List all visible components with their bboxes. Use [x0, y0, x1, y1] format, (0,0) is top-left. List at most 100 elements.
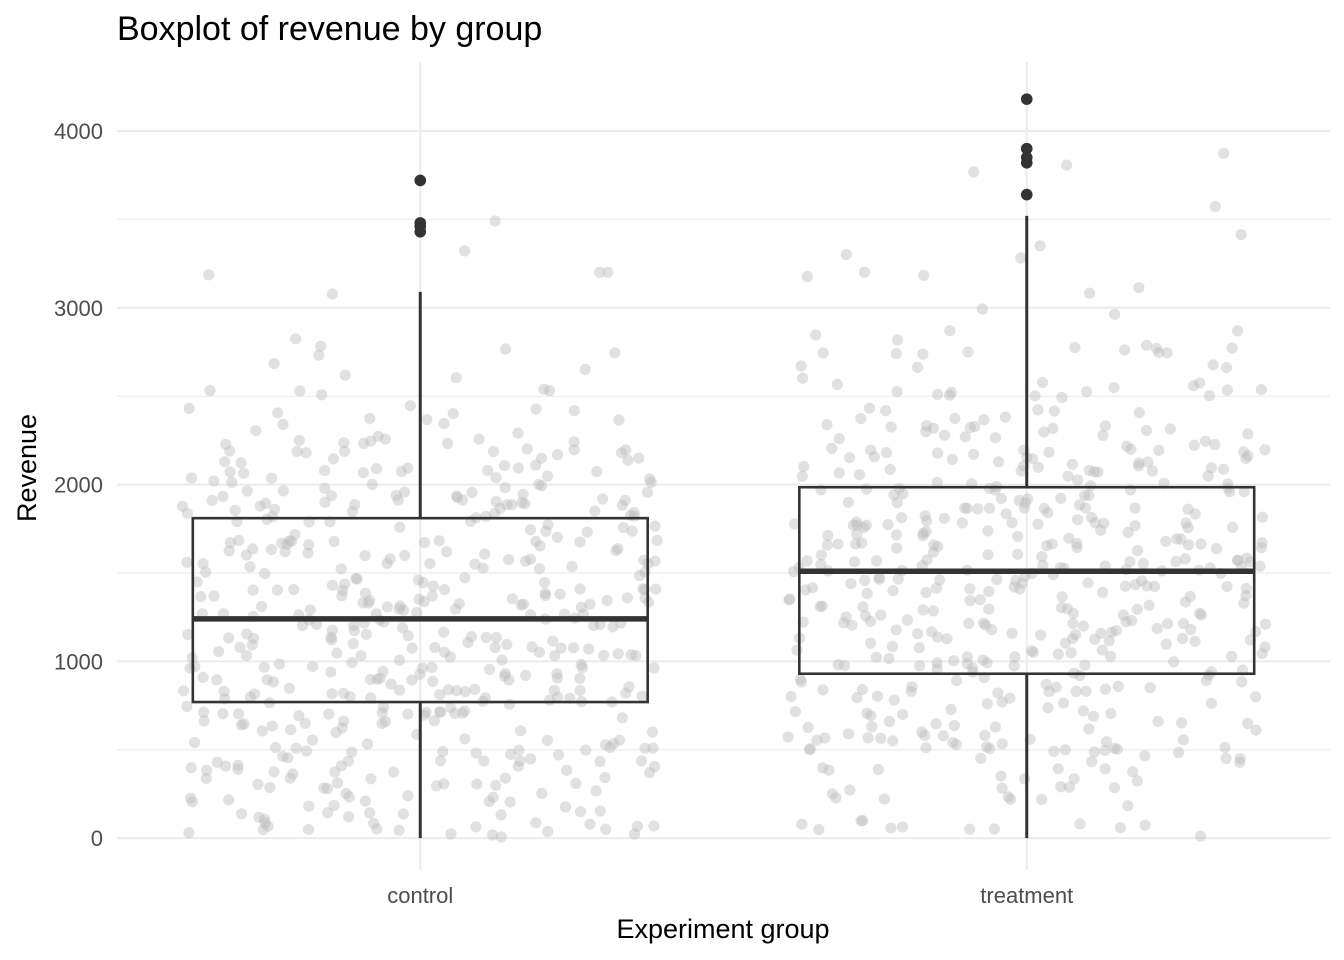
jitter-point: [459, 572, 471, 584]
jitter-point: [418, 595, 430, 608]
jitter-point: [928, 539, 940, 551]
jitter-point: [439, 646, 451, 658]
jitter-point: [801, 270, 814, 283]
jitter-point: [285, 724, 297, 736]
jitter-point: [1034, 240, 1046, 252]
jitter-point: [447, 408, 459, 420]
jitter-point: [851, 528, 863, 540]
jitter-point: [359, 587, 372, 599]
jitter-point: [445, 828, 457, 840]
jitter-point: [919, 730, 931, 742]
jitter-point: [567, 642, 580, 654]
jitter-point: [548, 684, 560, 697]
jitter-point: [988, 823, 1001, 835]
jitter-point: [197, 671, 209, 683]
jitter-point: [514, 755, 526, 767]
jitter-point: [1048, 405, 1060, 417]
jitter-point: [524, 524, 537, 536]
jitter-point: [1063, 532, 1075, 544]
jitter-point: [1083, 464, 1095, 476]
jitter-point: [429, 642, 441, 654]
jitter-point: [1124, 556, 1136, 568]
jitter-point: [299, 717, 311, 730]
jitter-point: [499, 482, 511, 494]
jitter-point: [1176, 717, 1188, 729]
jitter-point: [538, 383, 550, 395]
jitter-point: [404, 400, 416, 412]
jitter-point: [428, 715, 440, 727]
jitter-point: [1052, 648, 1064, 660]
jitter-point: [313, 349, 325, 361]
jitter-point: [920, 586, 932, 599]
y-tick-label: 4000: [54, 119, 103, 144]
jitter-point: [365, 773, 377, 785]
jitter-point: [1122, 526, 1134, 539]
jitter-point: [344, 691, 356, 703]
jitter-point: [986, 624, 998, 636]
jitter-point: [536, 787, 548, 800]
y-tick-label: 2000: [54, 473, 103, 498]
jitter-point: [376, 717, 388, 730]
jitter-point: [294, 385, 306, 397]
jitter-point: [961, 502, 973, 515]
jitter-point: [1250, 626, 1262, 638]
jitter-point: [1162, 618, 1174, 630]
jitter-point: [420, 706, 432, 718]
jitter-point: [1172, 746, 1185, 759]
jitter-point: [181, 507, 194, 519]
jitter-point: [983, 502, 996, 514]
jitter-point: [999, 411, 1011, 423]
jitter-point: [1210, 543, 1223, 555]
jitter-point: [504, 796, 516, 808]
jitter-point: [512, 427, 524, 439]
jitter-point: [1085, 511, 1098, 523]
jitter-point: [304, 604, 316, 616]
jitter-point: [235, 719, 248, 731]
jitter-point: [1069, 341, 1081, 354]
jitter-point: [513, 744, 525, 756]
jitter-point: [612, 648, 624, 660]
jitter-point: [1108, 742, 1121, 755]
box-treatment: [798, 93, 1256, 839]
jitter-point: [1066, 458, 1078, 470]
jitter-point: [1099, 763, 1111, 775]
jitter-point: [575, 659, 587, 671]
jitter-point: [543, 694, 556, 706]
jitter-point: [888, 489, 900, 501]
jitter-point: [802, 721, 814, 734]
jitter-point: [1184, 590, 1196, 603]
jitter-point: [1121, 440, 1133, 452]
jitter-point: [948, 655, 960, 667]
jitter-point: [1032, 404, 1044, 416]
jitter-point: [870, 555, 883, 567]
jitter-point: [1111, 743, 1123, 755]
jitter-point: [917, 604, 929, 616]
jitter-point: [1219, 741, 1231, 754]
jitter-point: [916, 726, 928, 738]
jitter-point: [281, 538, 293, 551]
jitter-point: [495, 831, 507, 843]
jitter-point: [483, 795, 495, 808]
jitter-point: [594, 805, 606, 817]
jitter-point: [1079, 502, 1092, 514]
jitter-point: [1240, 590, 1252, 602]
jitter-point: [393, 603, 405, 615]
jitter-point: [1096, 644, 1108, 656]
jitter-point: [449, 707, 461, 720]
jitter-point: [346, 657, 358, 669]
jitter-point: [588, 619, 600, 632]
jitter-point: [223, 545, 235, 557]
jitter-point: [1132, 545, 1144, 557]
jitter-point: [1109, 308, 1121, 320]
jitter-point: [1063, 781, 1075, 793]
jitter-point: [823, 764, 835, 776]
jitter-point: [381, 557, 393, 570]
jitter-point: [873, 573, 885, 585]
jitter-point: [1095, 524, 1107, 536]
jitter-point: [883, 653, 895, 665]
jitter-point: [584, 818, 596, 830]
jitter-point: [303, 823, 315, 836]
jitter-point: [266, 472, 278, 484]
jitter-point: [1032, 518, 1044, 530]
